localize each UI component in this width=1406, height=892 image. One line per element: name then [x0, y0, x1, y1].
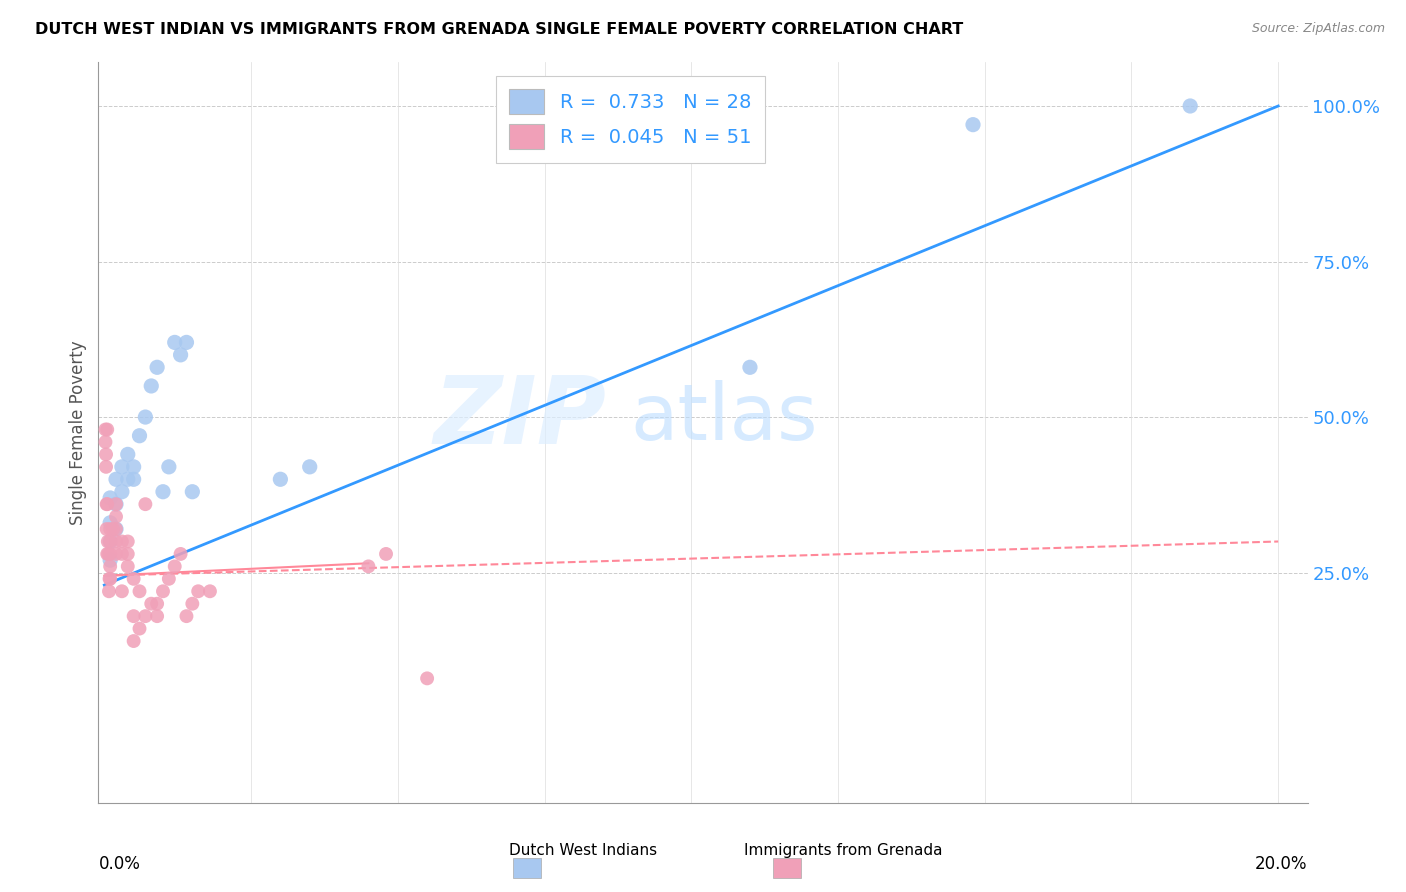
Text: ZIP: ZIP: [433, 372, 606, 464]
Point: [122, 634, 145, 648]
Point: [152, 484, 174, 499]
Point: [163, 335, 186, 350]
Point: [117, 472, 139, 486]
Point: [141, 597, 163, 611]
Point: [98, 547, 121, 561]
Point: [169, 348, 191, 362]
Point: [141, 379, 163, 393]
Point: [962, 118, 984, 132]
Point: [105, 522, 128, 536]
Point: [105, 534, 128, 549]
Point: [105, 547, 128, 561]
Text: Immigrants from Grenada: Immigrants from Grenada: [744, 843, 943, 858]
Point: [169, 547, 191, 561]
Point: [105, 497, 128, 511]
Point: [152, 584, 174, 599]
Point: [98, 522, 121, 536]
Point: [98, 491, 121, 505]
Point: [157, 459, 180, 474]
Point: [111, 547, 134, 561]
Point: [122, 472, 145, 486]
Text: DUTCH WEST INDIAN VS IMMIGRANTS FROM GRENADA SINGLE FEMALE POVERTY CORRELATION C: DUTCH WEST INDIAN VS IMMIGRANTS FROM GRE…: [35, 22, 963, 37]
Text: 20.0%: 20.0%: [1256, 855, 1308, 872]
Point: [105, 497, 128, 511]
Point: [176, 609, 198, 624]
Point: [1180, 99, 1202, 113]
Point: [96, 423, 118, 437]
Point: [96, 497, 118, 511]
Point: [157, 572, 180, 586]
Point: [97, 547, 120, 561]
Point: [94, 459, 117, 474]
Point: [101, 522, 124, 536]
Point: [111, 534, 134, 549]
Text: 0.0%: 0.0%: [98, 855, 141, 872]
Point: [105, 509, 128, 524]
Point: [94, 423, 117, 437]
Point: [163, 559, 186, 574]
Point: [98, 534, 121, 549]
Point: [357, 559, 380, 574]
Point: [98, 572, 121, 586]
Point: [98, 559, 121, 574]
Point: [176, 335, 198, 350]
Text: Source: ZipAtlas.com: Source: ZipAtlas.com: [1251, 22, 1385, 36]
Point: [128, 584, 150, 599]
Point: [146, 360, 169, 375]
Point: [181, 484, 204, 499]
Point: [98, 516, 121, 530]
Point: [111, 584, 134, 599]
Point: [298, 459, 321, 474]
Point: [134, 497, 156, 511]
Point: [117, 447, 139, 461]
Point: [122, 609, 145, 624]
Y-axis label: Single Female Poverty: Single Female Poverty: [69, 341, 87, 524]
Point: [181, 597, 204, 611]
Point: [98, 534, 121, 549]
Point: [122, 572, 145, 586]
Point: [94, 447, 117, 461]
Point: [416, 672, 439, 686]
Point: [105, 472, 128, 486]
Point: [198, 584, 221, 599]
Point: [111, 484, 134, 499]
Point: [134, 609, 156, 624]
Point: [375, 547, 398, 561]
Point: [146, 609, 169, 624]
Point: [128, 428, 150, 442]
Point: [96, 497, 118, 511]
Point: [117, 559, 139, 574]
Point: [146, 597, 169, 611]
Text: Dutch West Indians: Dutch West Indians: [509, 843, 658, 858]
Point: [96, 547, 118, 561]
Point: [738, 360, 761, 375]
Point: [122, 459, 145, 474]
Point: [134, 410, 156, 425]
Point: [105, 522, 128, 536]
Point: [97, 534, 120, 549]
Point: [128, 622, 150, 636]
Point: [111, 459, 134, 474]
Point: [117, 547, 139, 561]
Point: [117, 534, 139, 549]
Text: atlas: atlas: [630, 380, 818, 456]
Point: [98, 572, 121, 586]
Point: [96, 522, 118, 536]
Point: [187, 584, 209, 599]
Legend: R =  0.733   N = 28, R =  0.045   N = 51: R = 0.733 N = 28, R = 0.045 N = 51: [496, 76, 765, 162]
Point: [94, 434, 117, 449]
Point: [98, 553, 121, 567]
Point: [269, 472, 291, 486]
Point: [98, 584, 121, 599]
